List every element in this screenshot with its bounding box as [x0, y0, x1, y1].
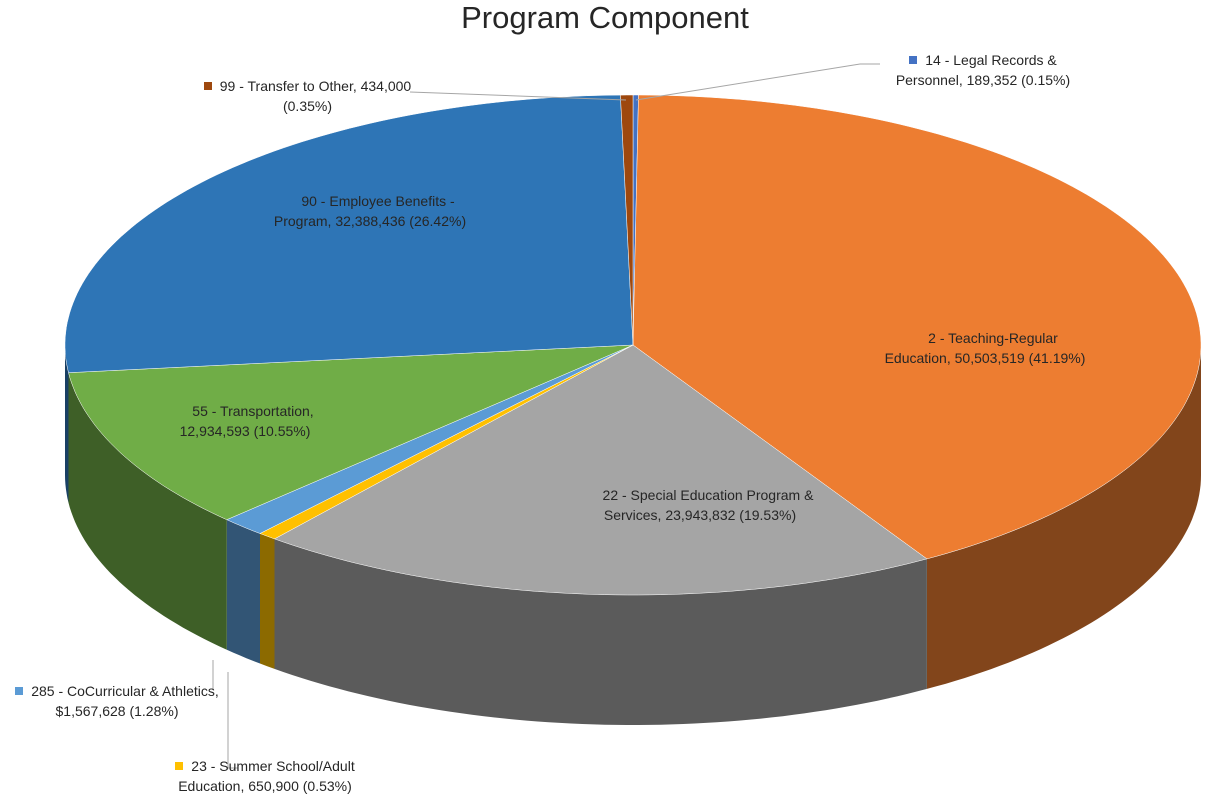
label-category: 285 - CoCurricular & Athletics, — [31, 683, 219, 699]
label-category: 14 - Legal Records & Personnel, — [895, 52, 1057, 88]
pie-slice — [68, 344, 634, 520]
data-label: 99 - Transfer to Other, 434,000 (0.35%) — [195, 76, 420, 116]
pie-side — [65, 345, 69, 503]
pie-slice — [632, 94, 1202, 560]
legend-key — [909, 56, 918, 64]
pie-side — [260, 533, 275, 669]
pie-slice — [273, 344, 928, 596]
pie-side — [226, 519, 260, 664]
data-label: 285 - CoCurricular & Athletics, $1,567,6… — [12, 681, 222, 721]
label-category: 90 - Employee Benefits - Program, — [273, 193, 455, 229]
pie-slice — [226, 344, 634, 534]
label-category: 23 - Summer School/Adult Education, — [178, 758, 355, 794]
label-category: 2 - Teaching-Regular Education, — [884, 330, 1058, 366]
legend-key — [912, 334, 921, 342]
pie-slice — [64, 94, 634, 373]
label-value: 434,000 (0.35%) — [282, 78, 412, 114]
leader-line — [227, 672, 238, 769]
legend-key — [175, 762, 184, 770]
pie-side — [926, 345, 1201, 689]
label-category: 99 - Transfer to Other, — [219, 78, 357, 94]
data-label: 2 - Teaching-Regular Education, 50,503,5… — [880, 328, 1090, 368]
label-value: 23,943,832 (19.53%) — [665, 507, 797, 523]
legend-key — [586, 491, 595, 499]
data-label: 23 - Summer School/Adult Education, 650,… — [160, 756, 370, 796]
label-category: 55 - Transportation, — [192, 403, 314, 419]
leader-lines — [212, 63, 880, 769]
pie-tops — [64, 94, 1202, 596]
leader-line — [409, 91, 627, 101]
data-label: 90 - Employee Benefits - Program, 32,388… — [255, 191, 485, 231]
legend-key — [203, 82, 212, 90]
label-category: 22 - Special Education Program & Service… — [602, 487, 814, 523]
legend-key — [285, 197, 294, 205]
data-label: 22 - Special Education Program & Service… — [585, 485, 815, 525]
pie-sides — [65, 345, 1201, 725]
legend-key — [176, 407, 185, 415]
pie-side — [274, 538, 927, 725]
leader-line — [635, 63, 880, 101]
label-value: $1,567,628 (1.28%) — [55, 703, 179, 719]
chart-title: Program Component — [461, 0, 749, 35]
data-label: 14 - Legal Records & Personnel, 189,352 … — [888, 50, 1078, 90]
label-value: 189,352 (0.15%) — [966, 72, 1071, 88]
data-label: 55 - Transportation, 12,934,593 (10.55%) — [145, 401, 345, 441]
pie-slice — [620, 94, 634, 346]
label-value: 50,503,519 (41.19%) — [954, 350, 1086, 366]
label-value: 650,900 (0.53%) — [248, 778, 352, 794]
label-value: 32,388,436 (26.42%) — [335, 213, 467, 229]
pie-side — [68, 372, 227, 650]
label-value: 12,934,593 (10.55%) — [179, 423, 311, 439]
legend-key — [15, 687, 24, 695]
